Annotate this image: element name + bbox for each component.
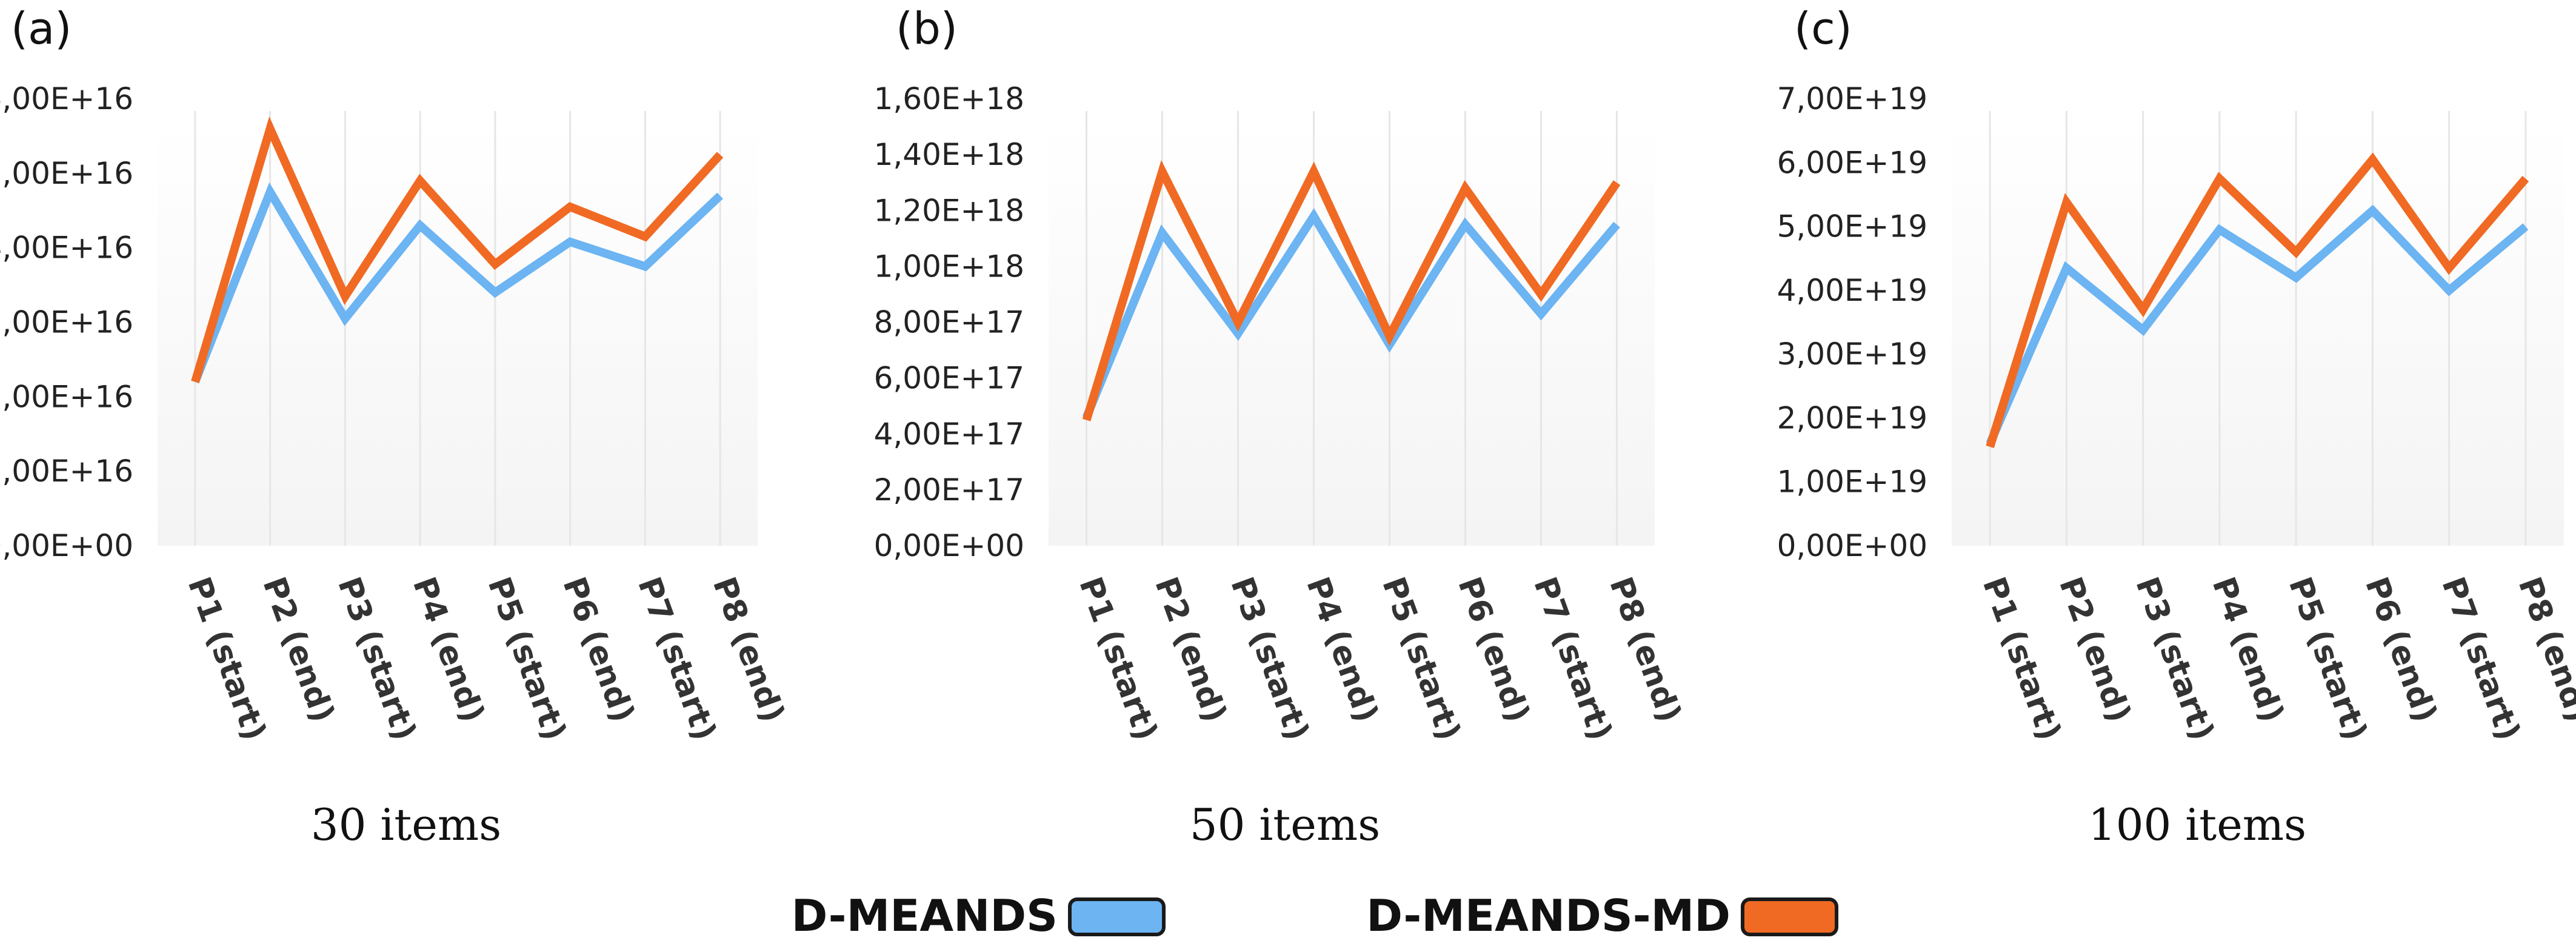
y-tick-label: 4,00E+19 — [1777, 273, 1927, 308]
legend-swatch-d-meands — [1068, 897, 1166, 936]
y-tick-label: 4,00E+17 — [874, 417, 1024, 452]
y-tick-label: 5,00E+16 — [0, 156, 133, 191]
series-line-d-meands — [191, 182, 723, 384]
series-line-d-meands-md — [1082, 160, 1621, 421]
chart-panel-2: (b) 0,00E+00 2,00E+17 4,00E+17 6,00E+17 8,00E… — [874, 3, 1688, 850]
y-tick-label: 2,00E+17 — [874, 472, 1024, 508]
panel-label: (b) — [896, 3, 958, 54]
y-tick-label: 3,00E+19 — [1777, 337, 1927, 372]
chart-panel-1: (a) 0,00E+00 1,00E+16 2,00E+16 3,00E+16 4,00E… — [0, 3, 792, 850]
panel-label: (c) — [1794, 3, 1852, 54]
y-tick-label: 5,00E+19 — [1777, 209, 1927, 244]
x-tick-label: P3 (start) — [1223, 572, 1316, 745]
y-tick-label: 8,00E+17 — [874, 305, 1024, 340]
x-tick-label: P5 (start) — [1375, 572, 1467, 745]
charts-group: (a) 0,00E+00 1,00E+16 2,00E+16 3,00E+16 4,00E… — [0, 3, 2576, 850]
x-tick-label: P1 (start) — [1975, 572, 2068, 745]
y-tick-label: 6,00E+16 — [0, 81, 133, 116]
x-tick-label: P7 (start) — [1526, 572, 1619, 745]
x-tick-label: P2 (end) — [2052, 572, 2138, 727]
y-tick-label: 1,00E+19 — [1777, 465, 1927, 500]
y-tick-label: 1,00E+16 — [0, 454, 133, 489]
x-tick-label: P7 (start) — [630, 572, 723, 745]
y-tick-label: 1,00E+18 — [874, 249, 1024, 284]
x-tick-label: P6 (end) — [2358, 572, 2444, 727]
x-tick-label: P8 (end) — [1602, 572, 1688, 727]
y-tick-label: 1,20E+18 — [874, 193, 1024, 228]
y-tick-label: 2,00E+16 — [0, 379, 133, 414]
x-tick-label: P4 (end) — [2205, 572, 2291, 727]
y-tick-label: 0,00E+00 — [874, 528, 1024, 563]
legend-label-d-meands-md: D-MEANDS-MD — [1366, 890, 1730, 941]
legend-swatch-d-meands-md — [1741, 897, 1838, 936]
y-tick-label: 0,00E+00 — [1777, 528, 1927, 563]
y-tick-label: 2,00E+19 — [1777, 400, 1927, 435]
y-tick-label: 7,00E+19 — [1777, 81, 1927, 116]
panel-caption: 100 items — [2088, 799, 2306, 850]
x-tick-label: P6 (end) — [1450, 572, 1537, 727]
x-tick-label: P6 (end) — [555, 572, 641, 727]
y-tick-label: 6,00E+19 — [1777, 145, 1927, 180]
x-tick-label: P3 (start) — [330, 572, 423, 745]
x-tick-label: P7 (start) — [2434, 572, 2527, 745]
series-line-d-meands-md — [191, 116, 724, 383]
x-tick-label: P3 (start) — [2128, 572, 2221, 745]
x-tick-label: P1 (start) — [181, 572, 273, 745]
series-line-d-meands — [1986, 204, 2529, 446]
series-line-d-meands — [1083, 208, 1620, 419]
x-tick-label: P8 (end) — [706, 572, 792, 727]
x-tick-label: P5 (start) — [2281, 572, 2374, 745]
y-tick-label: 1,40E+18 — [874, 137, 1024, 172]
panel-label: (a) — [11, 3, 72, 54]
x-tick-label: P8 (end) — [2511, 572, 2576, 727]
y-tick-label: 6,00E+17 — [874, 361, 1024, 396]
x-tick-label: P5 (start) — [481, 572, 573, 745]
x-tick-label: P2 (end) — [255, 572, 341, 727]
legend-label-d-meands: D-MEANDS — [792, 890, 1058, 941]
chart-panel-3: (c) 0,00E+00 1,00E+19 2,00E+19 3,00E+19 4,00E… — [1777, 3, 2576, 850]
plot-background — [1049, 123, 1655, 546]
panel-caption: 30 items — [311, 799, 501, 850]
plot-background — [1952, 123, 2564, 546]
y-tick-label: 0,00E+00 — [0, 528, 133, 563]
panel-caption: 50 items — [1190, 799, 1380, 850]
legend: D-MEANDS D-MEANDS-MD — [792, 890, 1838, 941]
x-tick-label: P2 (end) — [1147, 572, 1233, 727]
x-tick-label: P4 (end) — [1299, 572, 1385, 727]
x-tick-label: P1 (start) — [1072, 572, 1164, 745]
y-tick-label: 4,00E+16 — [0, 230, 133, 266]
x-tick-label: P4 (end) — [405, 572, 492, 727]
series-line-d-meands-md — [1986, 152, 2529, 448]
y-tick-label: 3,00E+16 — [0, 305, 133, 340]
y-tick-label: 1,60E+18 — [874, 81, 1024, 116]
plot-background — [158, 123, 758, 546]
